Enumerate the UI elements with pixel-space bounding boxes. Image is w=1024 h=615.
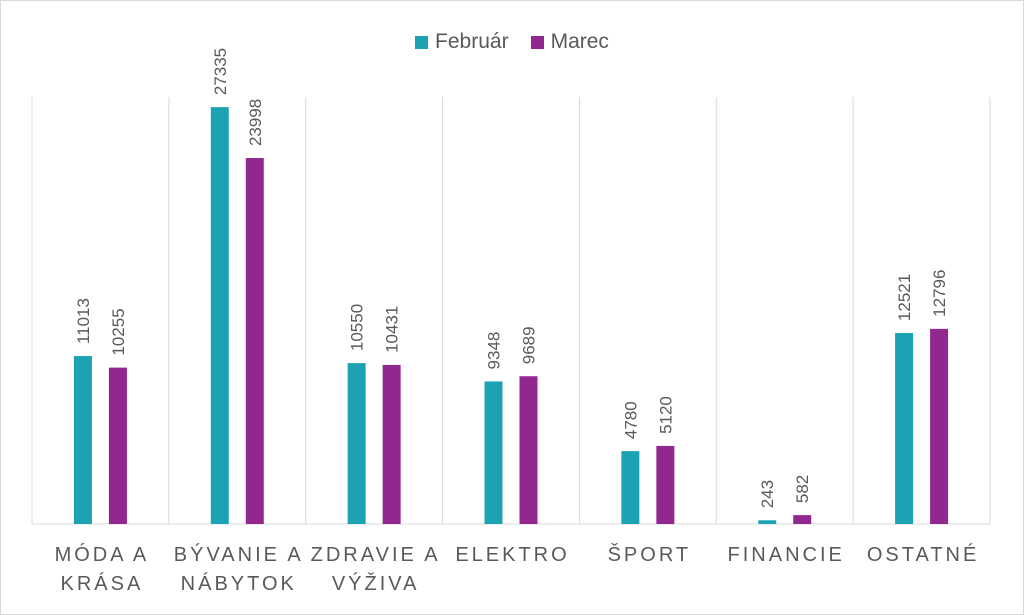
data-label: 582 [793,475,812,503]
bar-marec [382,364,401,524]
legend-item-marec: Marec [530,30,609,54]
data-label: 12796 [930,270,949,317]
x-tick-label: ŠPORT [608,543,692,566]
x-tick-label: NÁBYTOK [181,572,297,595]
bar-marec [793,515,812,524]
x-tick-label: VÝŽIVA [332,572,420,595]
bar-februar [758,520,777,524]
x-tick-label: FINANCIE [728,544,845,566]
legend-swatch-februar [415,35,429,49]
legend-item-februar: Február [415,30,509,54]
bar-marec [656,445,675,524]
legend-label-marec: Marec [550,30,609,53]
bar-februar [73,356,92,524]
bar-marec [245,158,264,524]
data-label: 5120 [656,396,675,434]
bar-februar [484,381,503,524]
data-label: 23998 [246,99,265,146]
data-label: 9689 [520,326,539,364]
legend: Február Marec [0,30,1024,54]
x-tick-label: MÓDA A [55,543,150,566]
bar-februar [895,333,914,524]
data-label: 12521 [895,274,914,321]
data-label: 9348 [485,332,504,370]
data-label: 10431 [383,306,402,353]
x-tick-label: ELEKTRO [455,544,569,566]
bar-marec [519,376,538,524]
x-tick-label: ZDRAVIE A [311,544,441,566]
bar-februar [210,107,229,525]
data-label: 27335 [211,48,230,95]
data-label: 4780 [621,401,640,439]
x-tick-label: BÝVANIE A [174,543,304,566]
data-label: 243 [758,480,777,508]
bar-marec [930,328,949,524]
legend-swatch-marec [530,35,544,49]
bar-februar [347,363,366,524]
bar-marec [108,367,127,524]
data-label: 10550 [348,304,367,351]
data-label: 10255 [109,308,128,355]
bar-februar [621,451,640,524]
x-tick-label: KRÁSA [61,572,144,595]
data-label: 11013 [74,298,93,344]
legend-label-februar: Február [435,30,509,53]
x-tick-label: OSTATNÉ [867,543,979,566]
